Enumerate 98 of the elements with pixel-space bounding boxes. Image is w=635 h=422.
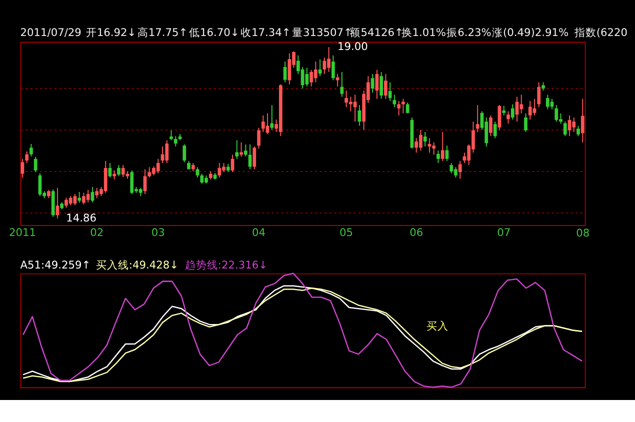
series-label: 趋势线:22.316↓ <box>184 258 268 272</box>
candlestick <box>200 173 204 184</box>
candlestick <box>156 158 160 174</box>
text: A51:49.259↑ <box>20 258 91 272</box>
candlestick <box>25 150 29 164</box>
text: 换1.01% <box>401 26 446 39</box>
x-tick-label: 02 <box>90 226 104 240</box>
candlestick <box>174 136 178 147</box>
candlestick <box>270 104 274 130</box>
candlestick <box>520 94 524 114</box>
candlestick <box>104 160 108 194</box>
candlestick <box>384 74 388 100</box>
candlestick <box>458 160 462 180</box>
x-tick-label: 2011 <box>8 226 36 240</box>
candlestick <box>476 104 480 132</box>
candlestick <box>414 138 418 154</box>
candlestick <box>117 164 120 177</box>
candlestick <box>20 158 24 178</box>
candlestick <box>288 52 292 85</box>
candlestick <box>358 104 362 126</box>
candlestick <box>130 170 134 195</box>
candlestick <box>261 114 265 132</box>
candlestick <box>112 170 116 180</box>
x-tick-label: 05 <box>340 226 354 240</box>
candlestick <box>528 100 532 120</box>
text: 涨(0.49)2.91% <box>492 26 569 39</box>
candlestick <box>484 116 488 147</box>
candlestick <box>314 61 318 83</box>
candlestick <box>537 82 541 108</box>
text: 低16.70↓ <box>188 26 240 39</box>
candlestick <box>252 146 256 170</box>
text: 买入线:49.428↓ <box>96 258 179 272</box>
candlestick <box>489 114 492 137</box>
candlestick <box>450 162 454 174</box>
text: 08 <box>576 226 590 240</box>
candlestick <box>196 166 200 178</box>
candlestick <box>218 162 222 178</box>
candlestick <box>510 104 514 120</box>
candlestick <box>506 110 510 124</box>
annotation: 买入 <box>426 319 449 332</box>
x-tick-label: 07 <box>497 226 511 240</box>
candlestick <box>30 143 33 157</box>
candlestick <box>436 150 440 164</box>
candlestick <box>95 187 99 199</box>
candlestick <box>445 145 449 162</box>
annotation: 14.86 <box>66 211 97 224</box>
candlestick <box>340 71 344 98</box>
candlestick <box>576 125 580 137</box>
candlestick <box>515 96 519 122</box>
candlestick <box>493 121 497 139</box>
candlestick <box>68 196 72 206</box>
candlestick <box>240 142 243 158</box>
text: 指数(6220 <box>573 26 628 39</box>
text: 振6.23% <box>446 26 492 39</box>
x-tick-label: 03 <box>151 226 165 240</box>
candlestick <box>348 96 352 112</box>
candlestick <box>34 156 38 173</box>
candlestick <box>554 104 558 122</box>
candlestick <box>353 94 357 122</box>
candlestick <box>568 114 572 137</box>
candlestick <box>305 67 309 87</box>
candlestick <box>572 116 576 132</box>
text: 收17.34↑ <box>240 26 291 39</box>
candlestick <box>402 98 405 114</box>
candlestick <box>121 164 125 178</box>
candlestick <box>170 130 173 141</box>
candlestick <box>546 94 550 110</box>
candlestick <box>440 131 444 162</box>
candlestick <box>502 105 506 116</box>
candlestick <box>580 98 584 143</box>
candlestick <box>397 100 401 116</box>
candlestick <box>165 140 169 164</box>
candlestick <box>388 82 392 102</box>
candlestick <box>322 56 326 74</box>
candlestick <box>380 71 384 100</box>
text: 2011/07/29 <box>20 26 82 39</box>
candlestick <box>235 140 239 160</box>
annotation: 19.00 <box>337 40 368 54</box>
candlestick <box>283 61 287 83</box>
candlestick <box>86 189 90 203</box>
candlestick <box>257 127 260 150</box>
candlestick <box>432 142 436 156</box>
candlestick <box>406 102 410 114</box>
candlestick <box>370 74 374 94</box>
text: 开16.92↓ <box>86 26 136 39</box>
candlestick <box>423 131 427 147</box>
candlestick <box>148 166 152 178</box>
candlestick <box>563 121 567 137</box>
candlestick <box>331 54 335 81</box>
candlestick <box>108 162 112 178</box>
candlestick <box>78 191 82 204</box>
candlestick <box>182 144 186 163</box>
text: 高17.75↑ <box>137 26 188 39</box>
candlestick <box>524 112 528 132</box>
x-tick-label: 04 <box>252 226 266 240</box>
x-tick-label: 06 <box>410 226 424 240</box>
candlestick <box>244 144 248 157</box>
candlestick <box>550 98 554 110</box>
